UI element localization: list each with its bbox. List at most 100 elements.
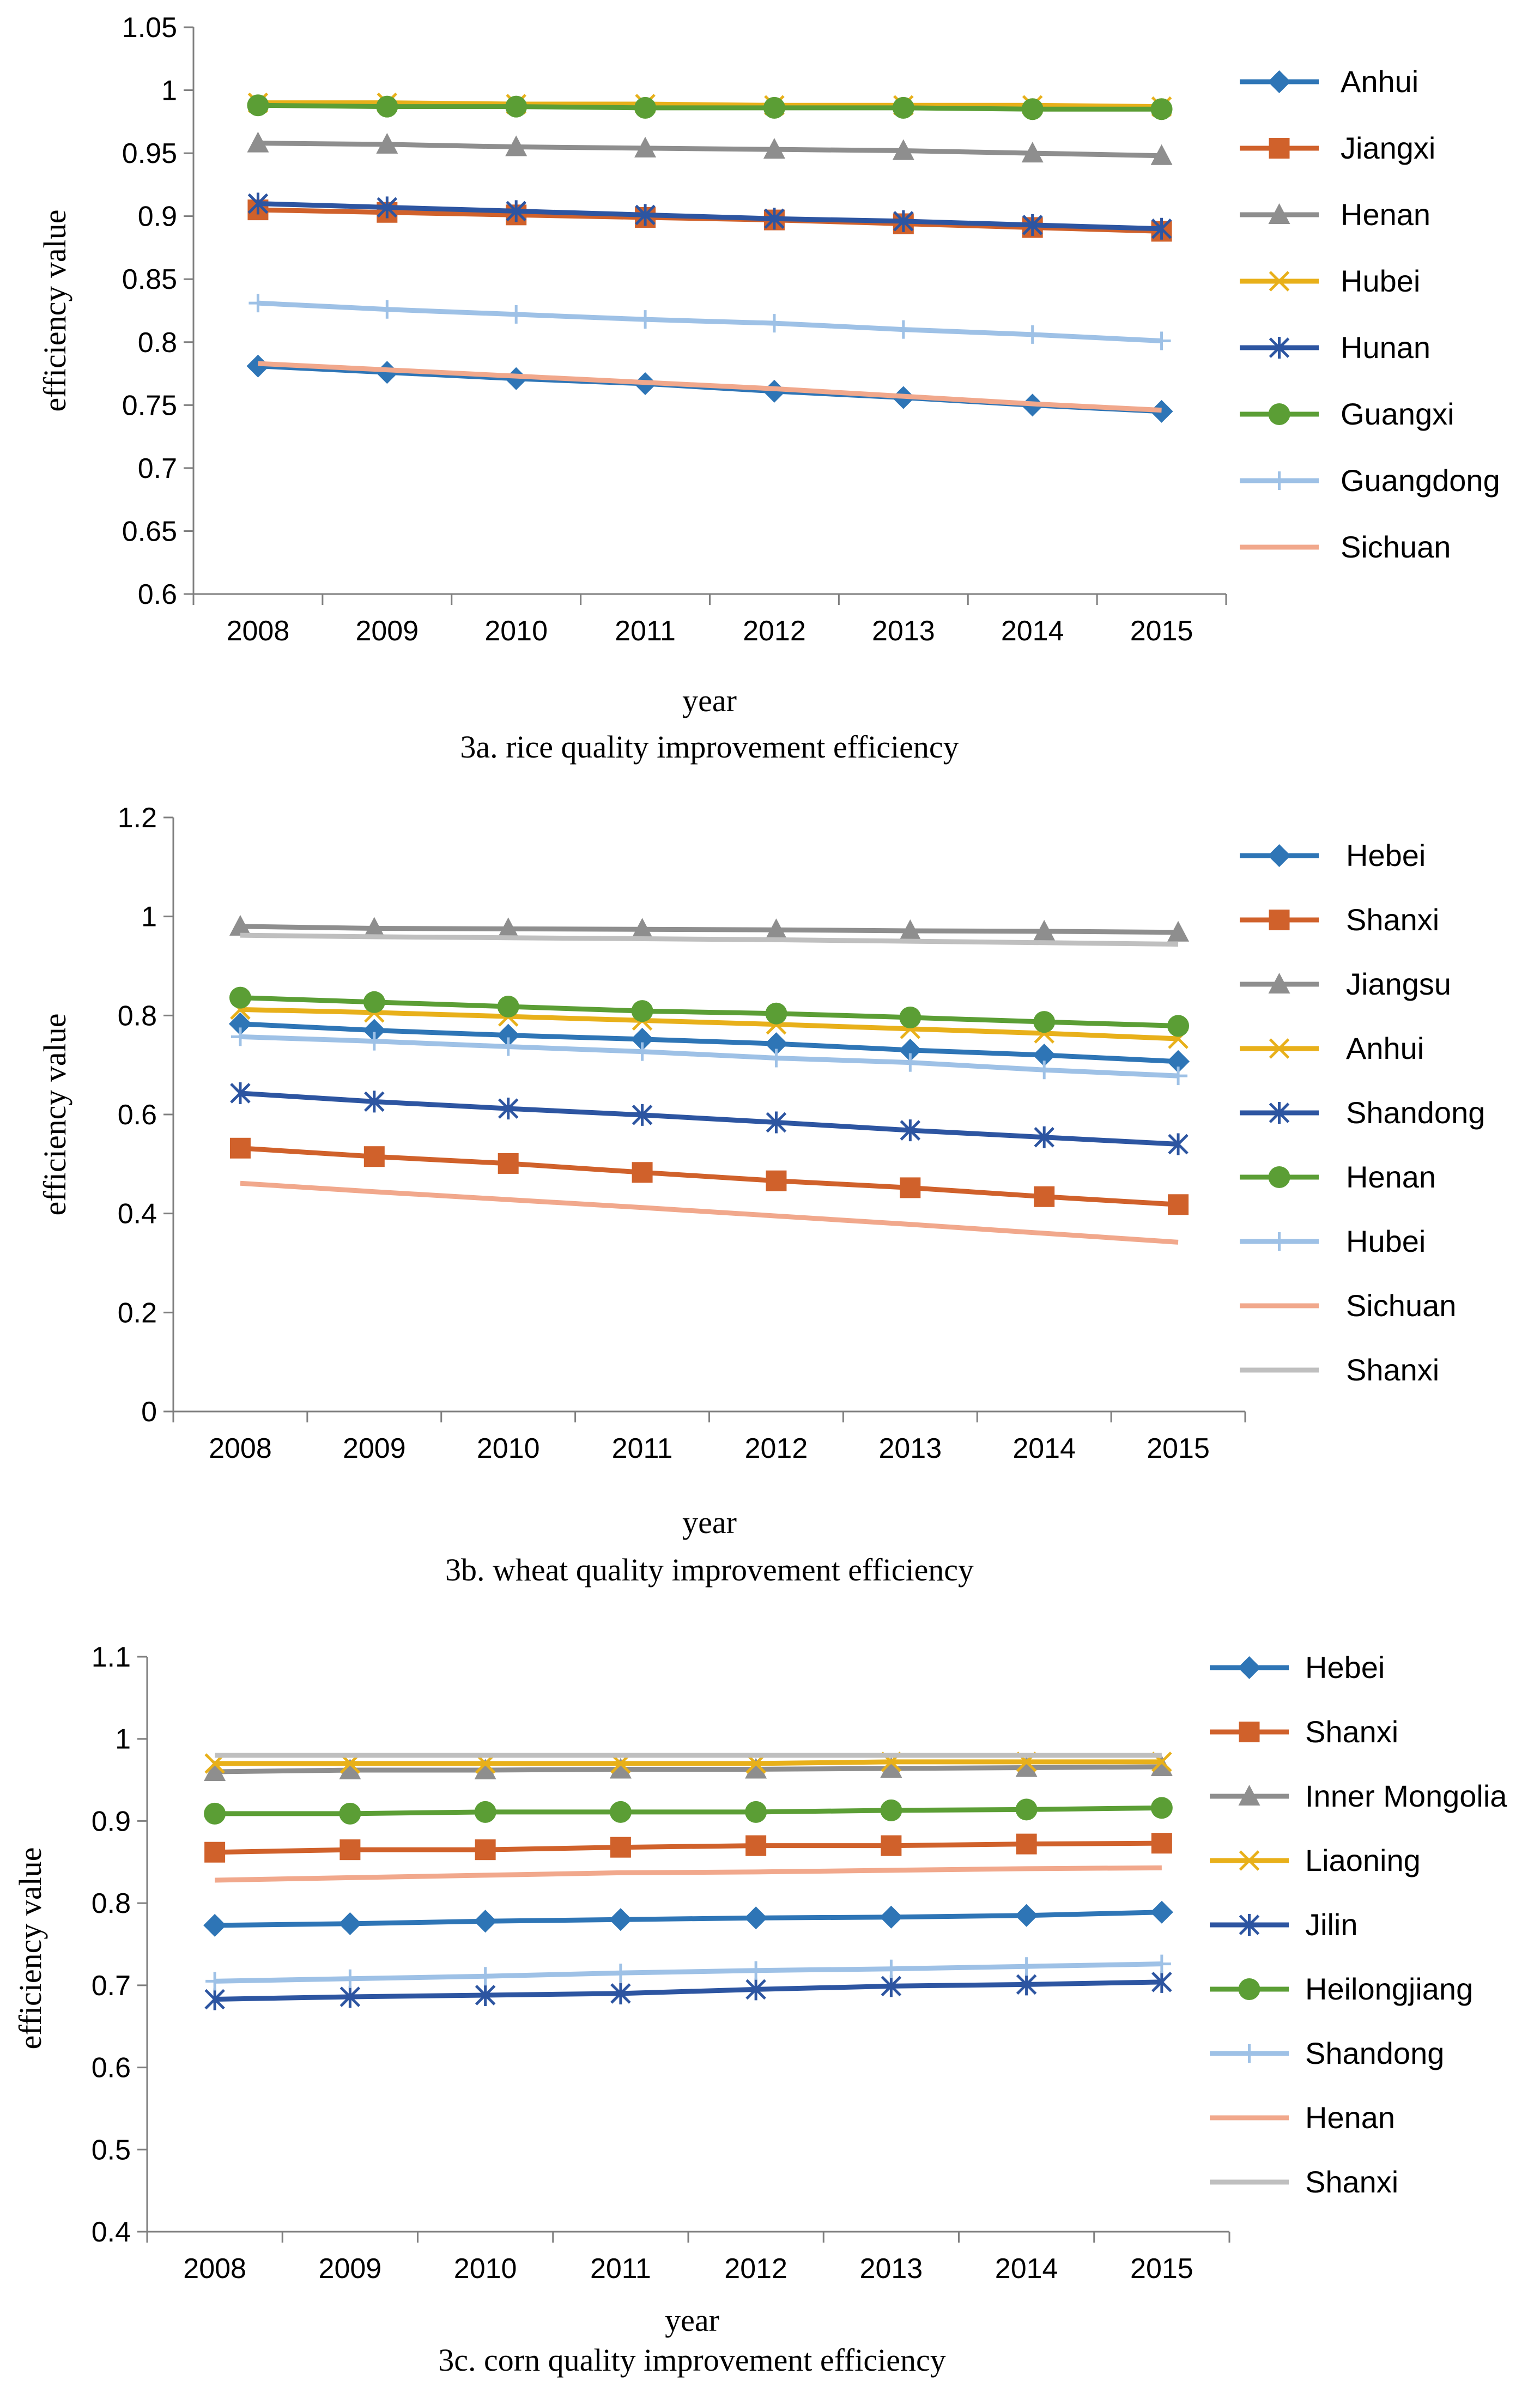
legend-marker [1270, 1232, 1289, 1251]
x-tick-label: 2014 [1012, 1433, 1076, 1464]
series-guangxi [247, 94, 1173, 120]
series-line [240, 1091, 1179, 1147]
series-hebei [203, 1900, 1173, 1937]
legend-entry-hebei: Hebei [1240, 838, 1426, 873]
data-point [1150, 1797, 1173, 1819]
data-point [204, 1988, 225, 2010]
x-tick-label: 2011 [612, 1433, 673, 1464]
series-jilin [204, 1971, 1172, 2010]
data-point [635, 204, 656, 226]
legend-entry-liaoning: Liaoning [1210, 1843, 1421, 1877]
data-point [205, 1972, 225, 1991]
legend-label: Jilin [1305, 1907, 1357, 1942]
series-shandong [205, 1954, 1171, 1991]
legend-entry-henan: Henan [1210, 2100, 1395, 2135]
data-point [1151, 1971, 1172, 1993]
legend-label: Hubei [1341, 264, 1420, 298]
data-point [339, 1758, 361, 1779]
data-point [475, 1839, 496, 1861]
data-point [365, 1032, 384, 1051]
data-point [364, 1091, 385, 1113]
data-point [900, 1119, 921, 1142]
data-point [636, 310, 655, 329]
y-tick-label: 1 [115, 1724, 131, 1755]
legend-entry-shanxi: Shanxi [1210, 2165, 1398, 2199]
data-point [763, 138, 785, 159]
series-line [258, 361, 1162, 413]
y-tick-label: 0.8 [138, 327, 177, 359]
data-point [363, 991, 385, 1013]
data-point [505, 367, 528, 390]
data-point [247, 192, 269, 215]
series-line [240, 1146, 1179, 1207]
data-point [204, 1802, 226, 1825]
data-point [1152, 331, 1171, 350]
data-point [745, 1801, 767, 1823]
data-point [376, 95, 398, 118]
data-point [1151, 217, 1172, 240]
legend-label: Guangxi [1341, 397, 1454, 431]
y-tick-label: 1 [141, 901, 157, 933]
y-tick-label: 0.65 [122, 516, 177, 547]
data-point [765, 314, 784, 333]
data-point [767, 1049, 786, 1068]
data-point [1023, 325, 1042, 344]
x-axis-title: year [665, 2303, 719, 2338]
series-line [258, 201, 1162, 232]
data-point [745, 1835, 767, 1856]
y-tick-label: 0.95 [122, 138, 177, 169]
legend-entry-shanxi: Shanxi [1240, 1353, 1439, 1387]
data-point [476, 1967, 495, 1986]
data-point [204, 1841, 226, 1863]
legend-marker [1239, 1850, 1260, 1871]
series-line [258, 100, 1162, 110]
y-tick-label: 0.4 [118, 1198, 157, 1230]
data-point [880, 1905, 903, 1929]
data-point [363, 1146, 385, 1167]
legend-label: Shanxi [1305, 1715, 1398, 1749]
data-point [1016, 1973, 1037, 1996]
y-tick-label: 1.05 [122, 12, 177, 44]
x-tick-label: 2012 [724, 2253, 787, 2285]
data-point [899, 1006, 921, 1028]
data-point [1022, 214, 1043, 236]
legend-marker [1239, 1914, 1260, 1936]
legend-entry-anhui: Anhui [1240, 64, 1418, 99]
data-point [1167, 1050, 1190, 1073]
series-henan [215, 1865, 1162, 1883]
y-tick-label: 1.1 [92, 1641, 131, 1673]
data-point [1015, 1798, 1038, 1821]
x-tick-label: 2009 [319, 2253, 382, 2285]
legend-marker [1268, 203, 1290, 224]
data-point [610, 1837, 631, 1858]
data-point [634, 136, 657, 157]
y-tick-label: 0 [141, 1396, 157, 1428]
series-line [240, 1034, 1179, 1079]
x-tick-label: 2010 [477, 1433, 540, 1464]
corn-chart: 0.4 0.5 0.6 0.7 0.8 0.9 1 1.1 2008 2009 2010 2011 20… [13, 1641, 1507, 2378]
y-tick-label: 0.6 [118, 1099, 157, 1131]
legend-label: Hebei [1346, 838, 1426, 873]
data-point [248, 294, 268, 313]
legend-label: Anhui [1341, 64, 1418, 99]
data-point [496, 1023, 520, 1047]
legend-label: Liaoning [1305, 1843, 1421, 1877]
x-tick-label: 2011 [590, 2253, 651, 2285]
legend-entry-shandong: Shandong [1210, 2036, 1444, 2070]
data-point [1034, 1186, 1055, 1207]
data-point [1015, 1756, 1038, 1777]
x-axis-title: year [682, 683, 737, 718]
chart-caption: 3a. rice quality improvement efficiency [460, 729, 959, 765]
data-point [497, 917, 519, 938]
data-point [766, 1111, 787, 1134]
y-tick-label: 0.7 [138, 453, 177, 484]
data-point [609, 1801, 632, 1823]
data-point [881, 1835, 902, 1856]
legend-label: Anhui [1346, 1031, 1424, 1065]
data-point [229, 986, 251, 1009]
data-point [763, 96, 785, 119]
data-point [609, 1908, 632, 1931]
legend-marker [1269, 271, 1290, 292]
series-line [240, 932, 1179, 947]
legend-entry-hebei: Hebei [1210, 1650, 1385, 1685]
